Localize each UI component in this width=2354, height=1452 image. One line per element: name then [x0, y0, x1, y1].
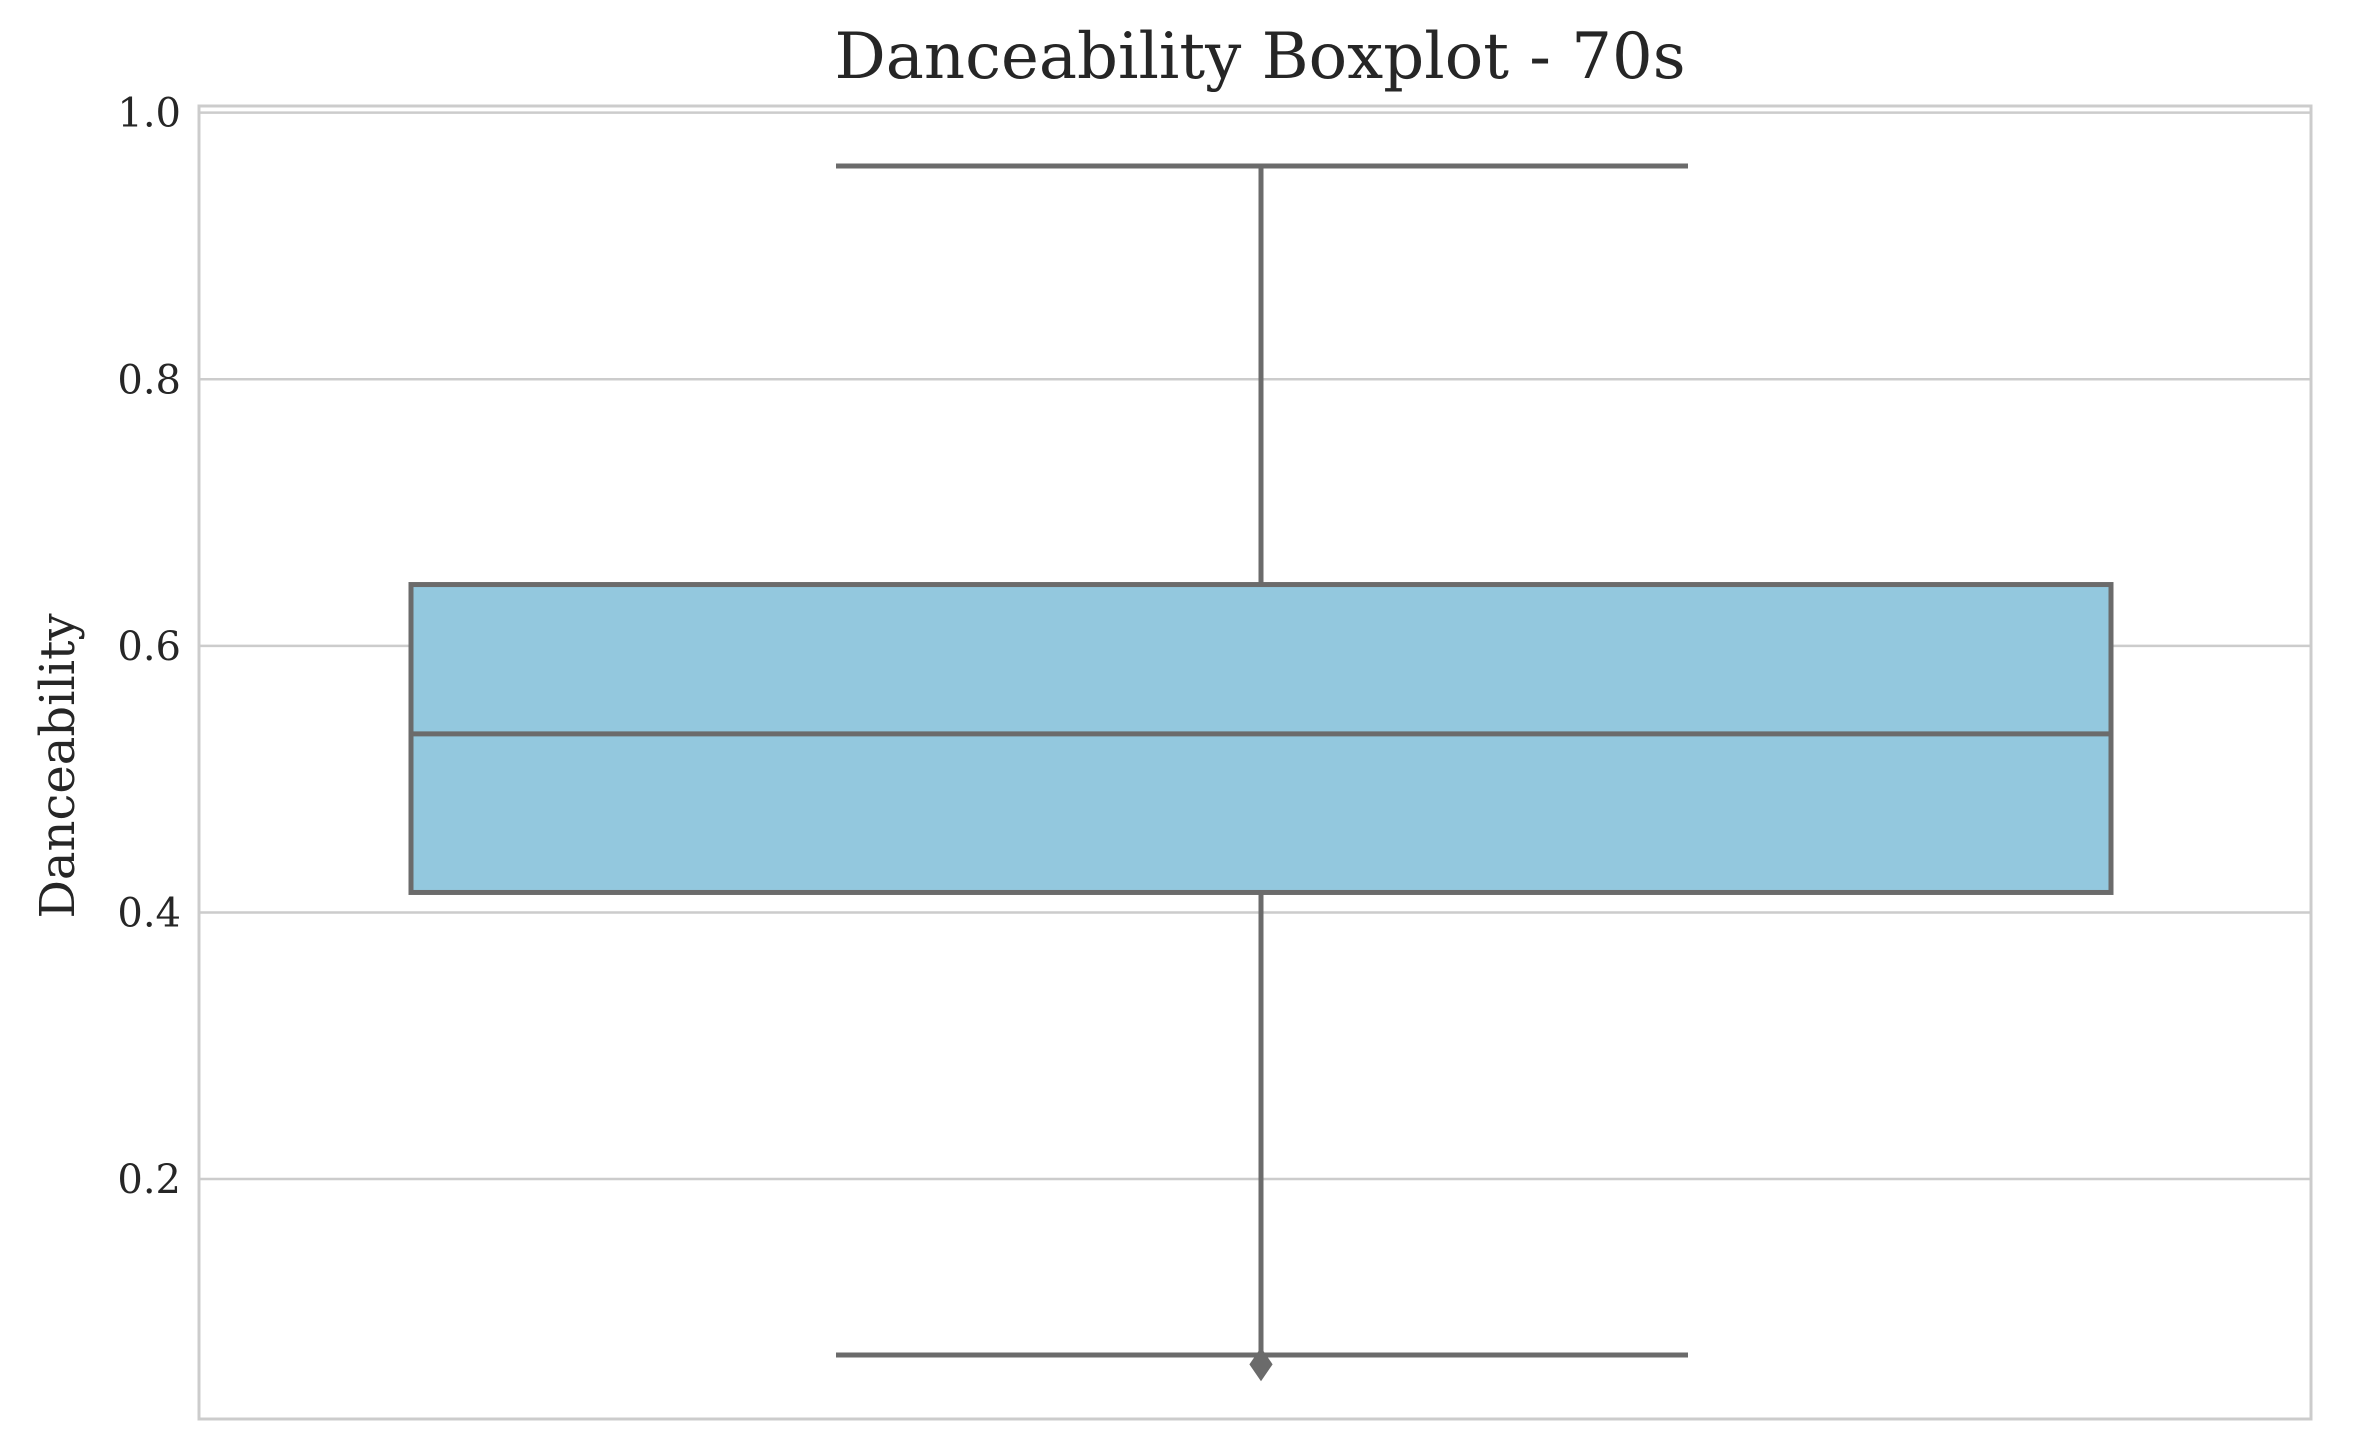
box-plot [408, 163, 2114, 1382]
y-tick-label: 0.6 [117, 624, 181, 670]
plot-frame [197, 104, 2313, 1421]
y-axis-label: Danceability [30, 613, 86, 918]
outlier-point [1249, 1347, 1273, 1382]
iqr-box [408, 582, 2114, 895]
y-tick-label: 0.4 [117, 890, 181, 936]
y-tick-label: 0.2 [117, 1157, 181, 1203]
chart-title: Danceability Boxplot - 70s [834, 20, 1685, 94]
y-tick-label: 0.8 [117, 357, 181, 403]
y-axis-ticks: 0.2 0.4 0.6 0.8 1.0 [117, 91, 181, 1203]
y-tick-label: 1.0 [117, 91, 181, 137]
